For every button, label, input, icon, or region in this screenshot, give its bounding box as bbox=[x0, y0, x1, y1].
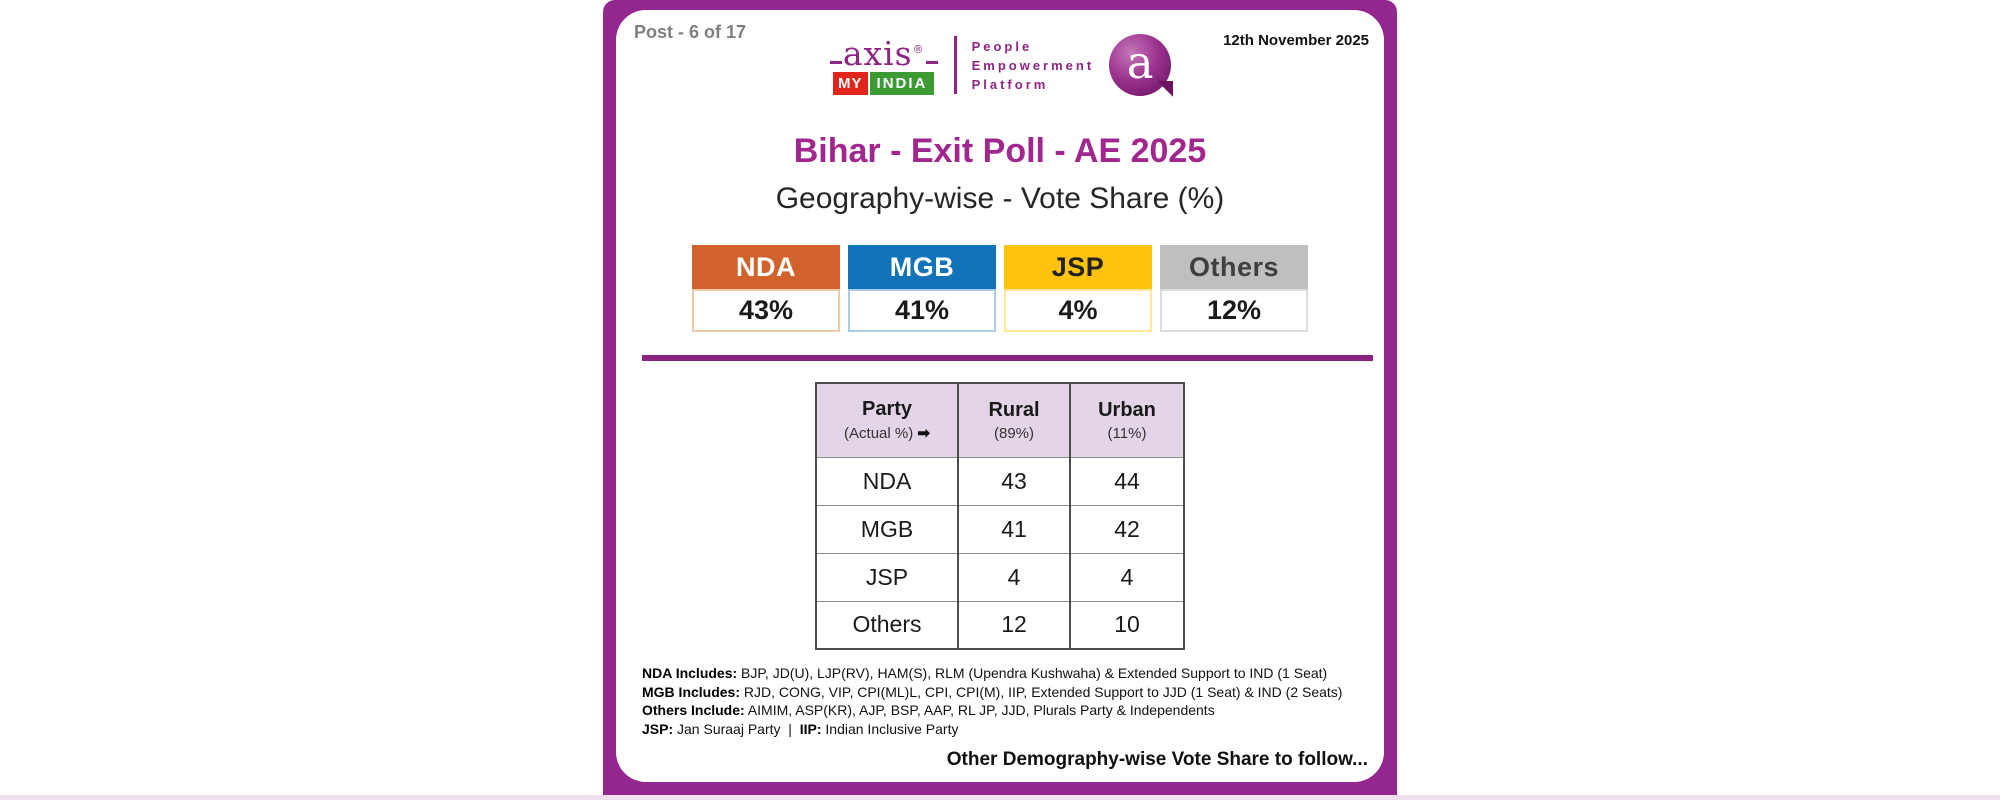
cell-rural: 43 bbox=[957, 456, 1071, 506]
logo-divider bbox=[953, 36, 957, 94]
bubble-letter: a bbox=[1126, 36, 1154, 89]
post-date: 12th November 2025 bbox=[1223, 32, 1369, 49]
my-india-row: MY INDIA bbox=[829, 72, 939, 95]
table-header-party: Party (Actual %) ➡ bbox=[815, 382, 959, 458]
logo-tagline: People Empowerment Platform bbox=[972, 37, 1095, 94]
card: Post - 6 of 17 12th November 2025 axis® … bbox=[616, 10, 1384, 782]
right-arrow-icon: ➡ bbox=[917, 425, 930, 443]
cell-urban: 42 bbox=[1069, 504, 1185, 554]
footer-note: Other Demography-wise Vote Share to foll… bbox=[946, 749, 1368, 770]
axis-underline-left-icon bbox=[829, 61, 842, 64]
cell-party: MGB bbox=[815, 504, 959, 554]
axis-logo: axis® MY INDIA bbox=[829, 35, 939, 95]
my-box: MY bbox=[833, 72, 868, 95]
footnote-others: Others Include: AIMIM, ASP(KR), AJP, BSP… bbox=[642, 702, 1215, 718]
cell-party: NDA bbox=[815, 456, 959, 506]
table-row-nda: NDA 43 44 bbox=[815, 456, 1185, 506]
section-divider bbox=[642, 355, 1373, 361]
footnote-nda: NDA Includes: BJP, JD(U), LJP(RV), HAM(S… bbox=[642, 665, 1328, 681]
cell-party: JSP bbox=[815, 552, 959, 602]
footnote-mgb: MGB Includes: RJD, CONG, VIP, CPI(ML)L, … bbox=[642, 683, 1343, 700]
table-row-jsp: JSP 4 4 bbox=[815, 552, 1185, 602]
post-counter: Post - 6 of 17 bbox=[634, 22, 747, 42]
cell-urban: 44 bbox=[1069, 456, 1185, 506]
summary-card-nda: NDA 43% bbox=[692, 245, 840, 332]
table-row-mgb: MGB 41 42 bbox=[815, 504, 1185, 554]
summary-card-jsp: JSP 4% bbox=[1004, 245, 1152, 332]
summary-label: Others bbox=[1160, 245, 1308, 289]
tagline-line: Empowerment bbox=[971, 57, 1095, 73]
cell-rural: 41 bbox=[957, 504, 1071, 554]
summary-label: JSP bbox=[1004, 245, 1152, 289]
table-header-rural: Rural (89%) bbox=[957, 382, 1071, 458]
footnotes: NDA Includes: BJP, JD(U), LJP(RV), HAM(S… bbox=[642, 664, 1342, 738]
page-subtitle: Geography-wise - Vote Share (%) bbox=[775, 182, 1225, 215]
summary-label: MGB bbox=[848, 245, 996, 289]
summary-value: 4% bbox=[1004, 289, 1152, 332]
bottom-strip bbox=[0, 795, 2000, 800]
cell-urban: 10 bbox=[1069, 600, 1185, 650]
footnote-jsp-iip: JSP: Jan Suraaj Party | IIP: Indian Incl… bbox=[642, 720, 959, 737]
summary-value: 41% bbox=[848, 289, 996, 332]
axis-text: axis bbox=[842, 34, 913, 73]
cell-urban: 4 bbox=[1069, 552, 1185, 602]
registered-mark: ® bbox=[912, 43, 925, 56]
card-frame: Post - 6 of 17 12th November 2025 axis® … bbox=[603, 0, 1397, 795]
bubble-tail-icon bbox=[1157, 81, 1174, 97]
table-row-others: Others 12 10 bbox=[815, 600, 1185, 650]
axis-wordmark: axis® bbox=[829, 35, 939, 70]
axis-underline-right-icon bbox=[925, 61, 938, 64]
cell-rural: 4 bbox=[957, 552, 1071, 602]
table-header-row: Party (Actual %) ➡ Rural (89%) Urban (11… bbox=[815, 382, 1185, 458]
tagline-line: Platform bbox=[971, 76, 1049, 92]
vote-share-summary: NDA 43% MGB 41% JSP 4% Others 12% bbox=[616, 245, 1384, 332]
summary-card-others: Others 12% bbox=[1160, 245, 1308, 332]
cell-party: Others bbox=[815, 600, 959, 650]
summary-card-mgb: MGB 41% bbox=[848, 245, 996, 332]
table-header-urban: Urban (11%) bbox=[1069, 382, 1185, 458]
geography-vote-share-table: Party (Actual %) ➡ Rural (89%) Urban (11… bbox=[815, 382, 1185, 650]
page-title: Bihar - Exit Poll - AE 2025 bbox=[793, 132, 1207, 170]
india-box: INDIA bbox=[869, 72, 935, 95]
summary-label: NDA bbox=[692, 245, 840, 289]
tagline-line: People bbox=[971, 38, 1033, 54]
axis-my-india-logo: axis® MY INDIA People Empowerment Platfo… bbox=[616, 28, 1384, 102]
cell-rural: 12 bbox=[957, 600, 1071, 650]
axis-speech-bubble-icon: a bbox=[1109, 34, 1174, 97]
summary-value: 12% bbox=[1160, 289, 1308, 332]
summary-value: 43% bbox=[692, 289, 840, 332]
